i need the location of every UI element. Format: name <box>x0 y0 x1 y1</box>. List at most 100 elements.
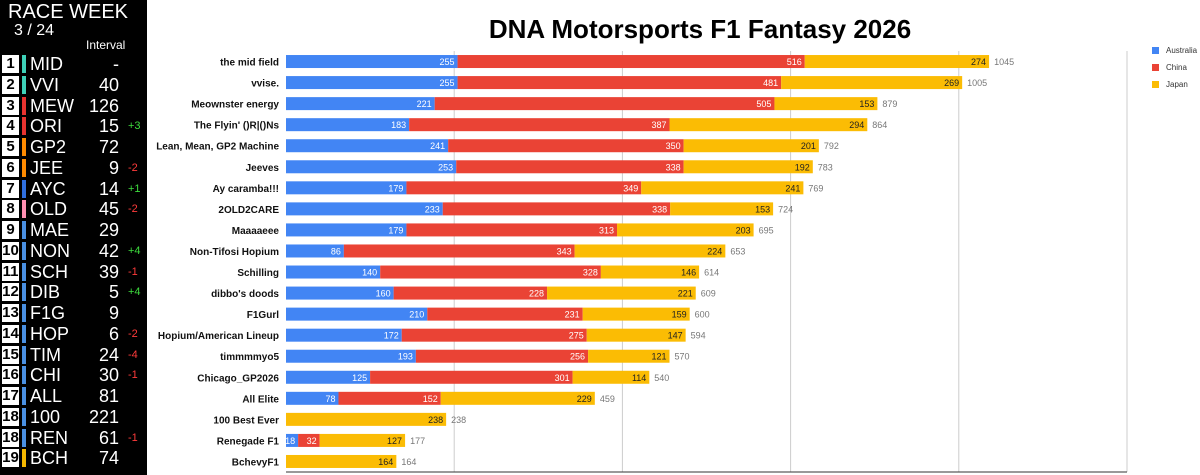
standings-row: 9 MAE 29 <box>0 220 147 240</box>
interval-value: 9 <box>108 157 119 178</box>
team-color-bar <box>22 366 26 385</box>
legend-label: Australia <box>1166 46 1198 55</box>
standings-row: 15 TIM 24 -4 <box>0 345 147 365</box>
bar-segment <box>286 412 447 426</box>
segment-value-label: 221 <box>678 289 693 299</box>
bar-segment <box>457 76 782 90</box>
team-abbreviation: DIB <box>30 282 61 303</box>
segment-value-label: 505 <box>756 99 771 109</box>
segment-value-label: 387 <box>651 120 666 130</box>
team-color-bar <box>22 117 26 136</box>
bar-segment <box>286 433 299 447</box>
interval-value: 6 <box>108 323 119 344</box>
total-label: 609 <box>701 289 716 299</box>
bar-segment <box>600 265 700 279</box>
standings-row: 4 ORI 15 +3 <box>0 116 147 136</box>
category-label: Meownster energy <box>191 100 279 111</box>
bar-segment <box>343 244 575 258</box>
legend-swatch <box>1152 47 1159 54</box>
position-number: 10 <box>2 241 19 260</box>
position-change: +4 <box>128 286 141 299</box>
segment-value-label: 229 <box>577 394 592 404</box>
segment-value-label: 172 <box>384 331 399 341</box>
category-label: Maaaaeee <box>232 226 280 237</box>
category-label: Chicago_GP2026 <box>197 373 279 384</box>
position-number: 4 <box>2 117 19 136</box>
chart-title: DNA Motorsports F1 Fantasy 2026 <box>488 14 912 44</box>
interval-value: 42 <box>98 240 119 261</box>
bar-segment <box>393 286 548 300</box>
bar-segment <box>670 202 774 216</box>
segment-value-label: 164 <box>378 457 393 467</box>
team-abbreviation: ALL <box>30 386 63 406</box>
bar-segment <box>669 118 868 132</box>
segment-value-label: 201 <box>801 141 816 151</box>
bar-segment <box>572 370 650 384</box>
team-abbreviation: HOP <box>30 323 70 344</box>
bar-segment <box>448 139 684 153</box>
team-abbreviation: OLD <box>30 199 68 220</box>
team-abbreviation: MID <box>30 54 63 74</box>
position-change: -1 <box>128 265 138 278</box>
position-number: 11 <box>2 262 19 281</box>
bar-segment <box>547 286 696 300</box>
standings-row: 12 DIB 5 +4 <box>0 282 147 302</box>
position-number: 18 <box>2 407 19 426</box>
bar-segment <box>415 349 589 363</box>
segment-value-label: 140 <box>362 268 377 278</box>
team-color-bar <box>22 304 26 322</box>
team-color-bar <box>22 75 26 94</box>
bar-segment <box>804 55 990 69</box>
standings-row: 11 SCH 39 -1 <box>0 262 147 282</box>
position-number: 2 <box>2 75 19 94</box>
position-change: -2 <box>128 327 138 340</box>
team-color-bar <box>22 283 26 302</box>
interval-value: 61 <box>98 427 119 448</box>
bar-segment <box>286 202 443 216</box>
total-label: 459 <box>600 394 615 404</box>
position-number: 9 <box>2 221 19 239</box>
category-label: Jeeves <box>246 163 280 174</box>
standings-row: 13 F1G 9 <box>0 303 147 323</box>
total-label: 164 <box>401 457 416 467</box>
standings-row: 19 BCH 74 <box>0 448 147 468</box>
standings-row: 2 VVI 40 <box>0 75 147 95</box>
position-change: -1 <box>128 369 138 382</box>
segment-value-label: 255 <box>440 78 455 88</box>
segment-value-label: 253 <box>438 162 453 172</box>
bar-segment <box>440 391 595 405</box>
category-label: timmmmyo5 <box>220 352 279 363</box>
total-label: 614 <box>704 268 719 278</box>
bar-segment <box>456 160 684 174</box>
interval-value: 9 <box>108 303 119 323</box>
bar-segment <box>582 307 690 321</box>
category-label: The Flyin' ()R|()Ns <box>194 121 280 132</box>
legend-swatch <box>1152 81 1159 88</box>
position-number: 8 <box>2 200 19 219</box>
legend-swatch <box>1152 64 1159 71</box>
segment-value-label: 159 <box>672 310 687 320</box>
segment-value-label: 255 <box>440 57 455 67</box>
team-abbreviation: F1G <box>30 303 66 323</box>
position-number: 12 <box>2 283 19 302</box>
team-abbreviation: VVI <box>30 74 60 95</box>
interval-value: 45 <box>98 199 119 220</box>
position-number: 18 <box>2 428 19 447</box>
bar-segment <box>286 349 416 363</box>
race-round: 3 / 24 <box>14 22 55 39</box>
bar-segment <box>286 181 407 195</box>
category-label: the mid field <box>220 58 279 69</box>
bar-segment <box>409 118 670 132</box>
position-number: 17 <box>2 387 19 405</box>
team-color-bar <box>22 387 26 405</box>
segment-value-label: 241 <box>785 183 800 193</box>
total-label: 540 <box>654 373 669 383</box>
segment-value-label: 256 <box>570 352 585 362</box>
segment-value-label: 78 <box>325 394 335 404</box>
segment-value-label: 86 <box>331 246 341 256</box>
bar-segment <box>683 160 813 174</box>
bar-segment <box>298 433 320 447</box>
position-change: +3 <box>128 120 141 133</box>
team-color-bar <box>22 138 26 156</box>
position-number: 15 <box>2 345 19 364</box>
